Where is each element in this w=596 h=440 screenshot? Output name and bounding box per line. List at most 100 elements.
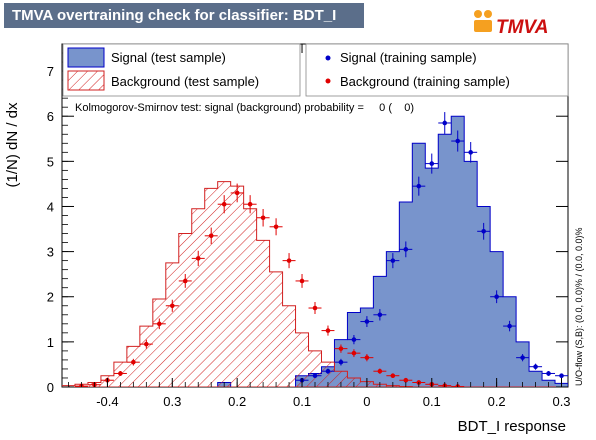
- x-tick-label: 0.3: [163, 394, 181, 409]
- signal-train-point: [347, 334, 361, 345]
- signal-train-point: [516, 354, 530, 362]
- background-train-point: [308, 302, 322, 314]
- background-train-point: [399, 377, 413, 383]
- y-tick-label: 2: [47, 290, 54, 305]
- background-train-point-marker: [169, 303, 175, 309]
- signal-train-point-marker: [468, 150, 473, 155]
- y-tick-label: 6: [47, 109, 54, 124]
- signal-train-point-marker: [338, 359, 344, 365]
- signal-train-point: [334, 358, 348, 366]
- signal-train-point: [438, 112, 452, 134]
- background-train-point: [126, 358, 140, 366]
- background-train-point: [178, 274, 192, 288]
- background-train-point-marker: [157, 321, 162, 327]
- background-train-point-marker: [377, 368, 383, 374]
- signal-train-point-marker: [351, 337, 357, 342]
- background-train-point: [165, 299, 179, 312]
- y-tick-label: 1: [47, 335, 54, 350]
- signal-train-point: [360, 316, 374, 327]
- x-tick-label: 0: [363, 394, 370, 409]
- tmva-logo: TMVA: [474, 10, 548, 38]
- background-train-point: [230, 183, 244, 203]
- signal-train-point-marker: [429, 161, 435, 166]
- signal-train-point: [412, 176, 426, 196]
- x-tick-label: 0.1: [293, 394, 311, 409]
- signal-train-point: [477, 222, 491, 240]
- background-train-point: [243, 195, 257, 214]
- background-train-point-marker: [221, 201, 227, 207]
- x-axis-title: BDT_I response: [458, 418, 566, 435]
- background-train-point-marker: [247, 201, 253, 207]
- legend-right: Signal (training sample) Background (tra…: [305, 43, 569, 97]
- logo-bar: [474, 20, 492, 32]
- signal-test-histogram: [62, 115, 568, 387]
- y-tick-label: 4: [47, 199, 54, 214]
- x-tick-label: -0.4: [96, 394, 118, 409]
- background-train-point-marker: [208, 233, 214, 239]
- signal-train-point: [451, 130, 465, 152]
- background-train-point-marker: [195, 256, 201, 261]
- signal-train-point: [555, 373, 568, 379]
- legend-signal-train-label: Signal (training sample): [340, 50, 477, 65]
- background-train-point-marker: [131, 359, 136, 365]
- signal-train-point: [542, 370, 556, 376]
- y-axis-title: (1/N) dN / dx: [4, 102, 21, 188]
- legend-background-train-marker: [325, 78, 331, 84]
- background-train-point: [217, 195, 231, 214]
- overflow-text: U/O-flow (S,B): (0.0, 0.0)% / (0.0, 0.0)…: [574, 227, 584, 386]
- background-train-point-marker: [273, 224, 279, 230]
- signal-train-point-marker: [390, 258, 396, 263]
- background-train-point-marker: [390, 373, 396, 379]
- background-train-point-marker: [234, 190, 240, 196]
- background-train-point-marker: [118, 371, 123, 376]
- signal-train-point-marker: [507, 323, 512, 329]
- background-train-point: [321, 325, 335, 336]
- legend-background-test-label: Background (test sample): [111, 74, 259, 89]
- background-train-point-marker: [299, 278, 305, 284]
- legend-left: Signal (test sample) Background (test sa…: [62, 43, 301, 97]
- signal-train-point: [464, 142, 478, 163]
- signal-train-point-marker: [494, 294, 499, 300]
- signal-train-point-marker: [533, 364, 538, 369]
- x-tick-label: 0.2: [488, 394, 506, 409]
- signal-train-point-marker: [377, 312, 383, 318]
- signal-train-point: [529, 363, 543, 370]
- x-tick-label: 0.1: [423, 394, 441, 409]
- y-tick-label: 0: [47, 380, 54, 395]
- signal-train-point: [321, 368, 335, 374]
- signal-train-point: [399, 241, 413, 258]
- signal-train-point: [308, 373, 322, 379]
- legend-background-train-label: Background (training sample): [340, 74, 510, 89]
- signal-train-point-marker: [312, 373, 318, 379]
- background-train-point-marker: [403, 377, 409, 383]
- signal-train-point: [490, 290, 504, 304]
- background-train-point-marker: [312, 305, 318, 311]
- y-tick-label: 7: [47, 64, 54, 79]
- background-train-point: [360, 354, 374, 362]
- legend-right-box: [305, 43, 569, 97]
- background-train-point: [282, 253, 296, 269]
- signal-train-point: [373, 309, 387, 321]
- signal-train-point-marker: [481, 228, 486, 234]
- legend-signal-train-marker: [325, 55, 331, 61]
- signal-train-point-marker: [520, 355, 525, 360]
- background-train-point: [256, 209, 270, 227]
- background-test-histogram: [62, 181, 568, 387]
- x-tick-label: 0.2: [228, 394, 246, 409]
- signal-train-point-marker: [416, 183, 422, 189]
- legend-background-test-swatch: [67, 70, 105, 91]
- background-train-point-marker: [338, 346, 344, 351]
- background-train-point: [373, 368, 387, 374]
- background-train-point-marker: [325, 328, 331, 333]
- signal-train-point: [425, 153, 439, 174]
- background-train-point: [191, 250, 205, 266]
- signal-train-point-marker: [455, 138, 461, 144]
- background-train-point: [113, 370, 127, 376]
- y-tick-label: 5: [47, 154, 54, 169]
- background-train-point-marker: [182, 278, 188, 284]
- signal-train-point: [386, 253, 400, 269]
- signal-train-point-marker: [403, 247, 409, 252]
- legend-signal-test-label: Signal (test sample): [111, 50, 226, 65]
- logo-dot-1: [474, 10, 482, 18]
- background-train-point: [269, 218, 283, 236]
